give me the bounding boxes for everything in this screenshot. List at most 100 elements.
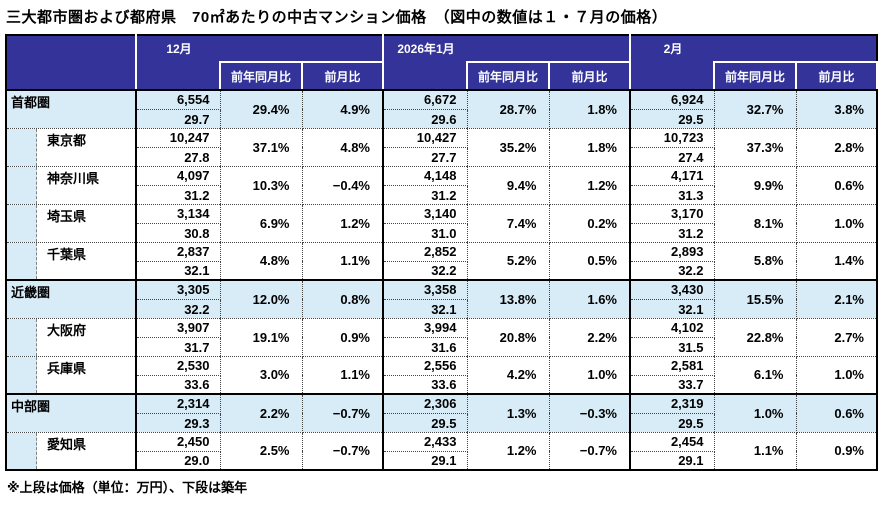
- area-name: 愛知県: [47, 436, 87, 452]
- age-cell: 30.8: [136, 223, 221, 243]
- yoy-cell: 9.4%: [467, 166, 550, 205]
- yoy-cell: 6.9%: [220, 204, 303, 243]
- age-cell: 29.5: [630, 109, 715, 129]
- row-label: 兵庫県: [6, 356, 137, 395]
- price-cell: 2,454: [630, 432, 715, 452]
- price-cell: 10,247: [136, 128, 221, 148]
- price-cell: 3,305: [136, 280, 221, 300]
- prefecture-row: 愛知県 2,450 2.5% −0.7% 2,433 1.2% −0.7% 2,454 1.1%…: [6, 432, 878, 471]
- age-cell: 31.2: [383, 185, 468, 205]
- yoy-cell: 22.8%: [714, 318, 797, 357]
- month-label: 12月: [166, 42, 192, 56]
- mom-cell: 2.2%: [549, 318, 631, 357]
- mom-cell: 0.9%: [796, 432, 878, 471]
- row-second-line: 31.2 31.2 31.3: [6, 185, 877, 205]
- age-cell: 33.6: [383, 375, 468, 395]
- month-label: 2026年1月: [397, 42, 455, 56]
- price-cell: 2,556: [383, 356, 468, 376]
- mom-cell: 0.2%: [549, 204, 631, 243]
- mom-cell: 1.1%: [302, 242, 384, 281]
- yoy-cell: 7.4%: [467, 204, 550, 243]
- price-cell: 6,924: [630, 90, 715, 110]
- yoy-cell: 13.8%: [467, 280, 550, 319]
- yoy-cell: 19.1%: [220, 318, 303, 357]
- price-cell: 6,554: [136, 90, 221, 110]
- mom-cell: 4.8%: [302, 128, 384, 167]
- month-label: 2月: [663, 42, 683, 56]
- mom-cell: 0.5%: [549, 242, 631, 281]
- prefecture-row: 兵庫県 2,530 3.0% 1.1% 2,556 4.2% 1.0% 2,581 6.1% 1.…: [6, 356, 878, 395]
- yoy-cell: 4.2%: [467, 356, 550, 395]
- mom-cell: −0.4%: [302, 166, 384, 205]
- row-label: 大阪府: [6, 318, 137, 357]
- yoy-header: 前年同月比: [713, 61, 797, 91]
- row-label: 埼玉県: [6, 204, 137, 243]
- mom-cell: 2.8%: [796, 128, 878, 167]
- region-indent-strip: [7, 128, 37, 166]
- page-title: 三大都市圏および都府県 70㎡あたりの中古マンション価格 （図中の数値は１・７月…: [6, 9, 668, 26]
- price-cell: 2,433: [383, 432, 468, 452]
- row-label: 中部圏: [6, 394, 137, 433]
- yoy-cell: 1.1%: [714, 432, 797, 471]
- mom-cell: 1.8%: [549, 128, 631, 167]
- price-cell: 3,907: [136, 318, 221, 338]
- yoy-cell: 37.3%: [714, 128, 797, 167]
- yoy-cell: 10.3%: [220, 166, 303, 205]
- row-second-line: 29.7 29.6 29.5: [6, 109, 877, 129]
- price-cell: 2,852: [383, 242, 468, 262]
- row-second-line: 32.1 32.2 32.2: [6, 261, 877, 281]
- month-header-december: 12月: [135, 35, 383, 62]
- mom-cell: 1.0%: [796, 204, 878, 243]
- header-spacer: [136, 62, 220, 91]
- mom-cell: 1.1%: [302, 356, 384, 395]
- area-name: 千葉県: [47, 246, 87, 262]
- age-cell: 33.7: [630, 375, 715, 395]
- price-cell: 4,102: [630, 318, 715, 338]
- row-label: 近畿圏: [6, 280, 137, 319]
- yoy-cell: 3.0%: [220, 356, 303, 395]
- price-cell: 3,170: [630, 204, 715, 224]
- prefecture-row: 埼玉県 3,134 6.9% 1.2% 3,140 7.4% 0.2% 3,170 8.1% 1.…: [6, 204, 878, 243]
- price-cell: 2,581: [630, 356, 715, 376]
- age-cell: 31.3: [630, 185, 715, 205]
- price-cell: 2,306: [383, 394, 468, 414]
- area-name: 埼玉県: [47, 208, 87, 224]
- yoy-cell: 12.0%: [220, 280, 303, 319]
- age-cell: 29.3: [136, 413, 221, 433]
- yoy-cell: 2.5%: [220, 432, 303, 471]
- age-cell: 31.0: [383, 223, 468, 243]
- price-cell: 2,837: [136, 242, 221, 262]
- region-indent-strip: [7, 318, 37, 356]
- age-cell: 27.8: [136, 147, 221, 167]
- price-cell: 6,672: [383, 90, 468, 110]
- header-spacer: [630, 62, 714, 91]
- age-cell: 29.6: [383, 109, 468, 129]
- yoy-cell: 6.1%: [714, 356, 797, 395]
- price-cell: 2,530: [136, 356, 221, 376]
- age-cell: 32.2: [630, 261, 715, 281]
- age-cell: 32.1: [630, 299, 715, 319]
- region-indent-strip: [7, 204, 37, 242]
- prefecture-row: 神奈川県 4,097 10.3% −0.4% 4,148 9.4% 1.2% 4,171 9.9…: [6, 166, 878, 205]
- corner-header-cell: [6, 35, 137, 91]
- age-cell: 27.7: [383, 147, 468, 167]
- age-cell: 32.2: [383, 261, 468, 281]
- mom-cell: 1.0%: [796, 356, 878, 395]
- mom-cell: 1.0%: [549, 356, 631, 395]
- mom-cell: 2.7%: [796, 318, 878, 357]
- row-label: 千葉県: [6, 242, 137, 281]
- area-name: 東京都: [47, 132, 87, 148]
- header-spacer: [383, 62, 467, 91]
- prefecture-row: 大阪府 3,907 19.1% 0.9% 3,994 20.8% 2.2% 4,102 22.8…: [6, 318, 878, 357]
- row-label: 首都圏: [6, 90, 137, 129]
- area-name: 大阪府: [47, 322, 87, 338]
- mom-cell: −0.7%: [302, 394, 384, 433]
- price-cell: 3,994: [383, 318, 468, 338]
- age-cell: 31.6: [383, 337, 468, 357]
- price-cell: 4,097: [136, 166, 221, 186]
- mom-cell: −0.3%: [549, 394, 631, 433]
- yoy-cell: 1.3%: [467, 394, 550, 433]
- mom-cell: 0.9%: [302, 318, 384, 357]
- age-cell: 31.2: [630, 223, 715, 243]
- row-second-line: 29.0 29.1 29.1: [6, 451, 877, 471]
